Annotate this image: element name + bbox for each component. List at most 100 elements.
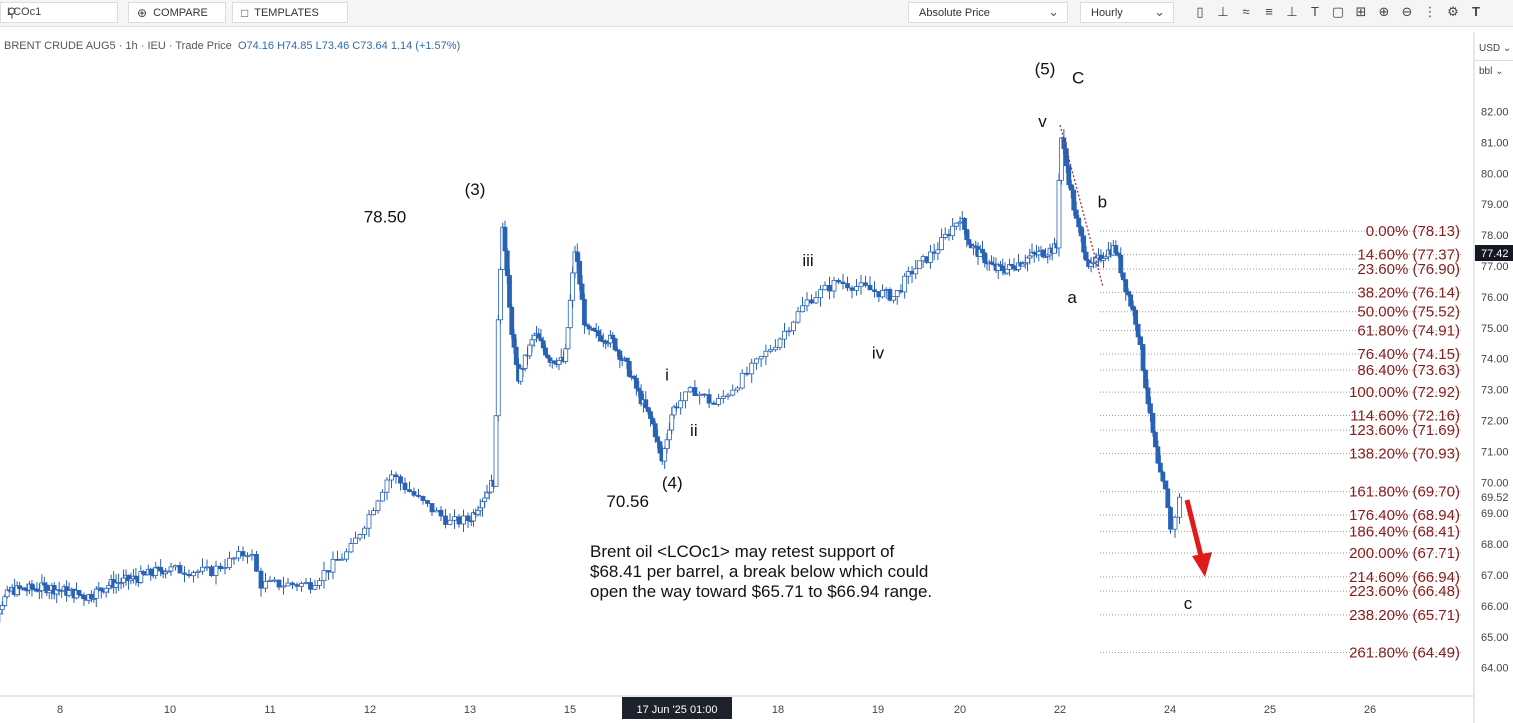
candle-body [227, 557, 232, 568]
candle-body [596, 330, 601, 337]
candle-body [191, 572, 196, 577]
measure-icon[interactable]: ⊞ [1355, 4, 1367, 19]
text-tool-icon[interactable]: T [1311, 4, 1319, 19]
templates-label: TEMPLATES [254, 6, 319, 19]
y-tick-label: 65.00 [1481, 632, 1509, 644]
x-tick-label: 13 [464, 704, 476, 716]
candle-body [527, 344, 533, 357]
candle-body [186, 573, 192, 577]
candle-body [321, 570, 327, 582]
candle-body [735, 387, 740, 391]
y-tick-label: 70.00 [1481, 477, 1509, 489]
y-tick-label: 77.00 [1481, 261, 1509, 273]
fib-level-label: 123.60% (71.69) [1349, 422, 1460, 439]
price-marker-label: 69.52 [1481, 492, 1509, 504]
candle-body [1058, 137, 1064, 181]
candle-body [1081, 235, 1087, 253]
candle-body [366, 514, 372, 529]
candle-body [579, 283, 585, 300]
candle-body [791, 321, 796, 332]
candle-body [768, 349, 774, 352]
candle-body [165, 570, 171, 573]
x-tick-label: 11 [264, 704, 275, 716]
crosshair-icon[interactable]: ⊥ [1286, 4, 1298, 19]
candle-body [913, 268, 919, 275]
compare-button[interactable]: ⊕ COMPARE [128, 2, 226, 23]
crosshair-date-box [622, 697, 732, 719]
unit-selector[interactable]: bbl ⌄ [1479, 66, 1504, 77]
fib-level-label: 186.40% (68.41) [1349, 523, 1460, 540]
candle-body [375, 500, 381, 512]
candle-body [648, 411, 653, 419]
candle-body [2, 596, 8, 606]
zoom-out-icon[interactable]: ⊖ [1401, 4, 1413, 19]
candle-body [389, 474, 394, 481]
candle-body [540, 340, 546, 349]
templates-button[interactable]: □ TEMPLATES [232, 2, 348, 23]
x-tick-label: 24 [1164, 704, 1176, 716]
wave-label: ii [690, 421, 698, 440]
candle-body [574, 251, 580, 262]
candle-body [917, 260, 922, 270]
candle-body [249, 554, 255, 557]
candle-body [204, 566, 210, 569]
lines-icon[interactable]: ≡ [1265, 4, 1273, 19]
candle-body [493, 415, 499, 487]
candle-body [863, 282, 868, 286]
interval-dropdown[interactable]: Hourly ⌄ [1080, 2, 1174, 23]
candle-body [240, 551, 246, 557]
candle-body [353, 537, 358, 544]
candle-body [739, 372, 745, 389]
candle-body [1130, 305, 1136, 311]
chart-legend: BRENT CRUDE AUG5 · 1h · IEU · Trade Pric… [4, 40, 460, 52]
wave-label: a [1067, 288, 1077, 307]
chevron-down-icon: ⌄ [1048, 4, 1059, 19]
candle-body [495, 319, 501, 417]
candle-body [182, 572, 187, 575]
candle-body [894, 290, 900, 297]
currency-selector[interactable]: USD ⌄ [1479, 43, 1512, 54]
candle-body [1128, 294, 1134, 307]
shapes-icon[interactable]: ▢ [1331, 4, 1345, 19]
candle-body [935, 249, 941, 254]
indicator-icon[interactable]: ≈ [1242, 4, 1250, 19]
candles-icon[interactable]: ▯ [1196, 4, 1204, 19]
candle-body [536, 333, 542, 339]
zoom-in-icon[interactable]: ⊕ [1378, 4, 1390, 19]
symbol-search-box[interactable]: LCOc1 ⚲ [0, 2, 118, 23]
candle-body [626, 361, 632, 377]
price-type-label: Absolute Price [919, 7, 990, 19]
candle-body [818, 289, 823, 299]
candle-body [384, 479, 390, 493]
candle-body [335, 558, 340, 561]
candle-body [652, 423, 658, 438]
candle-body [1061, 137, 1067, 150]
candle-body [477, 507, 483, 512]
candle-body [655, 436, 660, 443]
y-tick-label: 68.00 [1481, 539, 1509, 551]
more-icon[interactable]: ⋮ [1423, 4, 1437, 19]
candle-body [701, 393, 707, 396]
x-tick-label: 18 [772, 704, 784, 716]
candle-body [1063, 148, 1069, 167]
candle-body [678, 400, 684, 409]
candle-body [276, 579, 282, 588]
candle-body [513, 346, 519, 365]
y-tick-label: 82.00 [1481, 107, 1509, 119]
candle-body [76, 590, 82, 596]
candle-body [456, 516, 462, 525]
search-icon[interactable]: ⚲ [7, 5, 17, 20]
fib-level-label: 50.00% (75.52) [1357, 304, 1460, 321]
candle-body [163, 571, 169, 575]
price-type-dropdown[interactable]: Absolute Price ⌄ [908, 2, 1068, 23]
settings-icon[interactable]: ⚙ [1447, 4, 1459, 19]
candle-body [1168, 507, 1173, 530]
candle-body [393, 474, 399, 478]
candle-body [434, 509, 439, 513]
bars-icon[interactable]: ⊥ [1217, 4, 1229, 19]
candle-body [148, 568, 154, 576]
candle-body [567, 299, 573, 329]
candle-body [398, 476, 403, 484]
candle-body [158, 566, 164, 572]
